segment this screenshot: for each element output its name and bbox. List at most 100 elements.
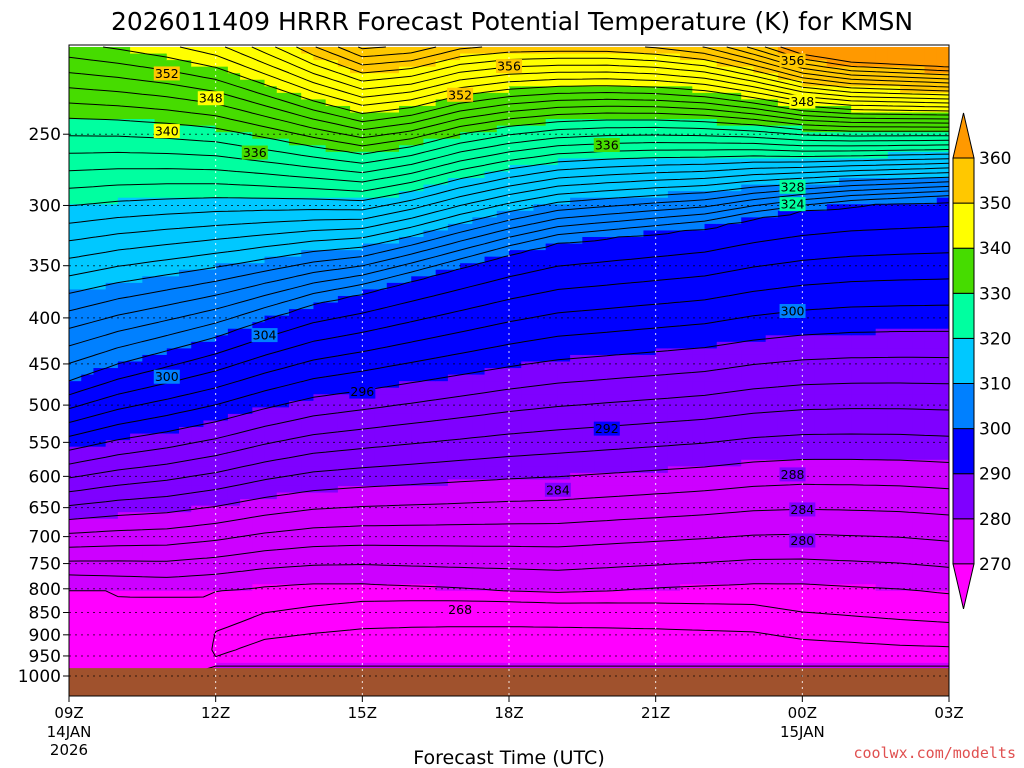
theta-band-cell bbox=[337, 538, 351, 546]
theta-band-cell bbox=[362, 584, 376, 592]
theta-band-cell bbox=[240, 99, 253, 107]
theta-band-cell bbox=[631, 413, 645, 422]
theta-band-cell bbox=[411, 551, 425, 559]
theta-band-cell bbox=[386, 210, 400, 218]
theta-band-cell bbox=[240, 656, 253, 664]
theta-band-cell bbox=[93, 505, 107, 513]
theta-band-cell bbox=[472, 643, 486, 651]
theta-band-cell bbox=[81, 309, 95, 317]
theta-band-cell bbox=[386, 145, 400, 153]
theta-band-cell bbox=[130, 112, 143, 120]
theta-band-cell bbox=[399, 105, 412, 114]
theta-band-cell bbox=[484, 315, 498, 323]
theta-band-cell bbox=[142, 151, 156, 159]
theta-band-cell bbox=[570, 92, 583, 101]
theta-band-cell bbox=[655, 237, 669, 245]
theta-band-cell bbox=[570, 66, 583, 74]
theta-band-cell bbox=[606, 295, 620, 304]
theta-band-cell bbox=[105, 178, 119, 186]
theta-band-cell bbox=[203, 649, 217, 657]
theta-band-cell bbox=[215, 538, 229, 546]
theta-band-cell bbox=[289, 394, 302, 402]
theta-band-cell bbox=[643, 603, 657, 612]
theta-band-cell bbox=[399, 60, 412, 68]
theta-band-cell bbox=[582, 420, 596, 428]
theta-band-cell bbox=[594, 492, 608, 500]
theta-band-cell bbox=[69, 610, 82, 618]
theta-band-cell bbox=[411, 512, 425, 520]
theta-band-cell bbox=[276, 649, 290, 657]
theta-band-cell bbox=[130, 584, 143, 592]
theta-band-cell bbox=[435, 315, 449, 323]
theta-band-cell bbox=[289, 518, 302, 526]
theta-band-cell bbox=[582, 427, 596, 435]
theta-band-cell bbox=[191, 191, 205, 199]
theta-band-cell bbox=[362, 577, 376, 585]
theta-band-cell bbox=[301, 590, 315, 598]
theta-band-cell bbox=[117, 191, 131, 199]
theta-band-cell bbox=[215, 558, 229, 566]
theta-band-cell bbox=[142, 328, 156, 336]
theta-band-cell bbox=[460, 178, 473, 186]
theta-band-cell bbox=[313, 564, 327, 572]
theta-band-cell bbox=[460, 459, 473, 467]
theta-band-cell bbox=[680, 145, 693, 153]
theta-band-cell bbox=[191, 79, 205, 87]
theta-band-cell bbox=[142, 492, 156, 500]
theta-band-cell bbox=[386, 518, 400, 526]
theta-band-cell bbox=[252, 374, 266, 382]
theta-band-cell bbox=[69, 79, 82, 87]
theta-band-cell bbox=[484, 354, 498, 363]
theta-band-cell bbox=[655, 420, 669, 428]
theta-band-cell bbox=[191, 427, 205, 435]
theta-band-cell bbox=[240, 387, 253, 395]
theta-band-cell bbox=[130, 368, 143, 376]
theta-band-cell bbox=[191, 86, 205, 94]
theta-band-cell bbox=[435, 256, 449, 264]
theta-band-cell bbox=[460, 354, 473, 363]
theta-band-cell bbox=[655, 223, 669, 232]
theta-band-cell bbox=[142, 66, 156, 74]
theta-band-cell bbox=[203, 105, 217, 114]
theta-band-cell bbox=[631, 617, 645, 625]
theta-band-cell bbox=[191, 407, 205, 415]
theta-band-cell bbox=[362, 191, 376, 199]
theta-band-cell bbox=[570, 47, 583, 55]
theta-band-cell bbox=[264, 400, 278, 408]
theta-band-cell bbox=[313, 433, 327, 441]
theta-band-cell bbox=[203, 145, 217, 153]
theta-band-cell bbox=[386, 256, 400, 264]
theta-band-cell bbox=[215, 105, 229, 114]
theta-band-cell bbox=[496, 427, 510, 435]
theta-band-cell bbox=[386, 656, 400, 664]
theta-band-cell bbox=[203, 427, 217, 435]
theta-band-cell bbox=[411, 407, 425, 415]
theta-band-cell bbox=[545, 302, 559, 310]
theta-band-cell bbox=[215, 66, 229, 74]
theta-band-cell bbox=[386, 400, 400, 408]
theta-band-cell bbox=[276, 577, 290, 585]
theta-band-cell bbox=[203, 289, 217, 297]
theta-band-cell bbox=[570, 105, 583, 114]
theta-band-cell bbox=[301, 381, 315, 389]
theta-band-cell bbox=[411, 479, 425, 487]
theta-band-cell bbox=[399, 387, 412, 395]
theta-band-cell bbox=[509, 636, 522, 644]
theta-band-cell bbox=[411, 178, 425, 186]
theta-band-cell bbox=[570, 178, 583, 186]
theta-band-cell bbox=[667, 237, 681, 245]
theta-band-cell bbox=[533, 223, 547, 232]
theta-band-cell bbox=[411, 656, 425, 664]
theta-band-cell bbox=[337, 603, 351, 612]
theta-band-cell bbox=[203, 446, 217, 454]
theta-band-cell bbox=[386, 387, 400, 395]
theta-band-cell bbox=[93, 590, 107, 598]
theta-band-cell bbox=[276, 217, 290, 225]
theta-band-cell bbox=[521, 492, 535, 500]
theta-band-cell bbox=[582, 295, 596, 304]
theta-band-cell bbox=[130, 86, 143, 94]
theta-band-cell bbox=[570, 485, 583, 494]
theta-band-cell bbox=[472, 459, 486, 467]
theta-band-cell bbox=[582, 210, 596, 218]
theta-band-cell bbox=[667, 348, 681, 356]
